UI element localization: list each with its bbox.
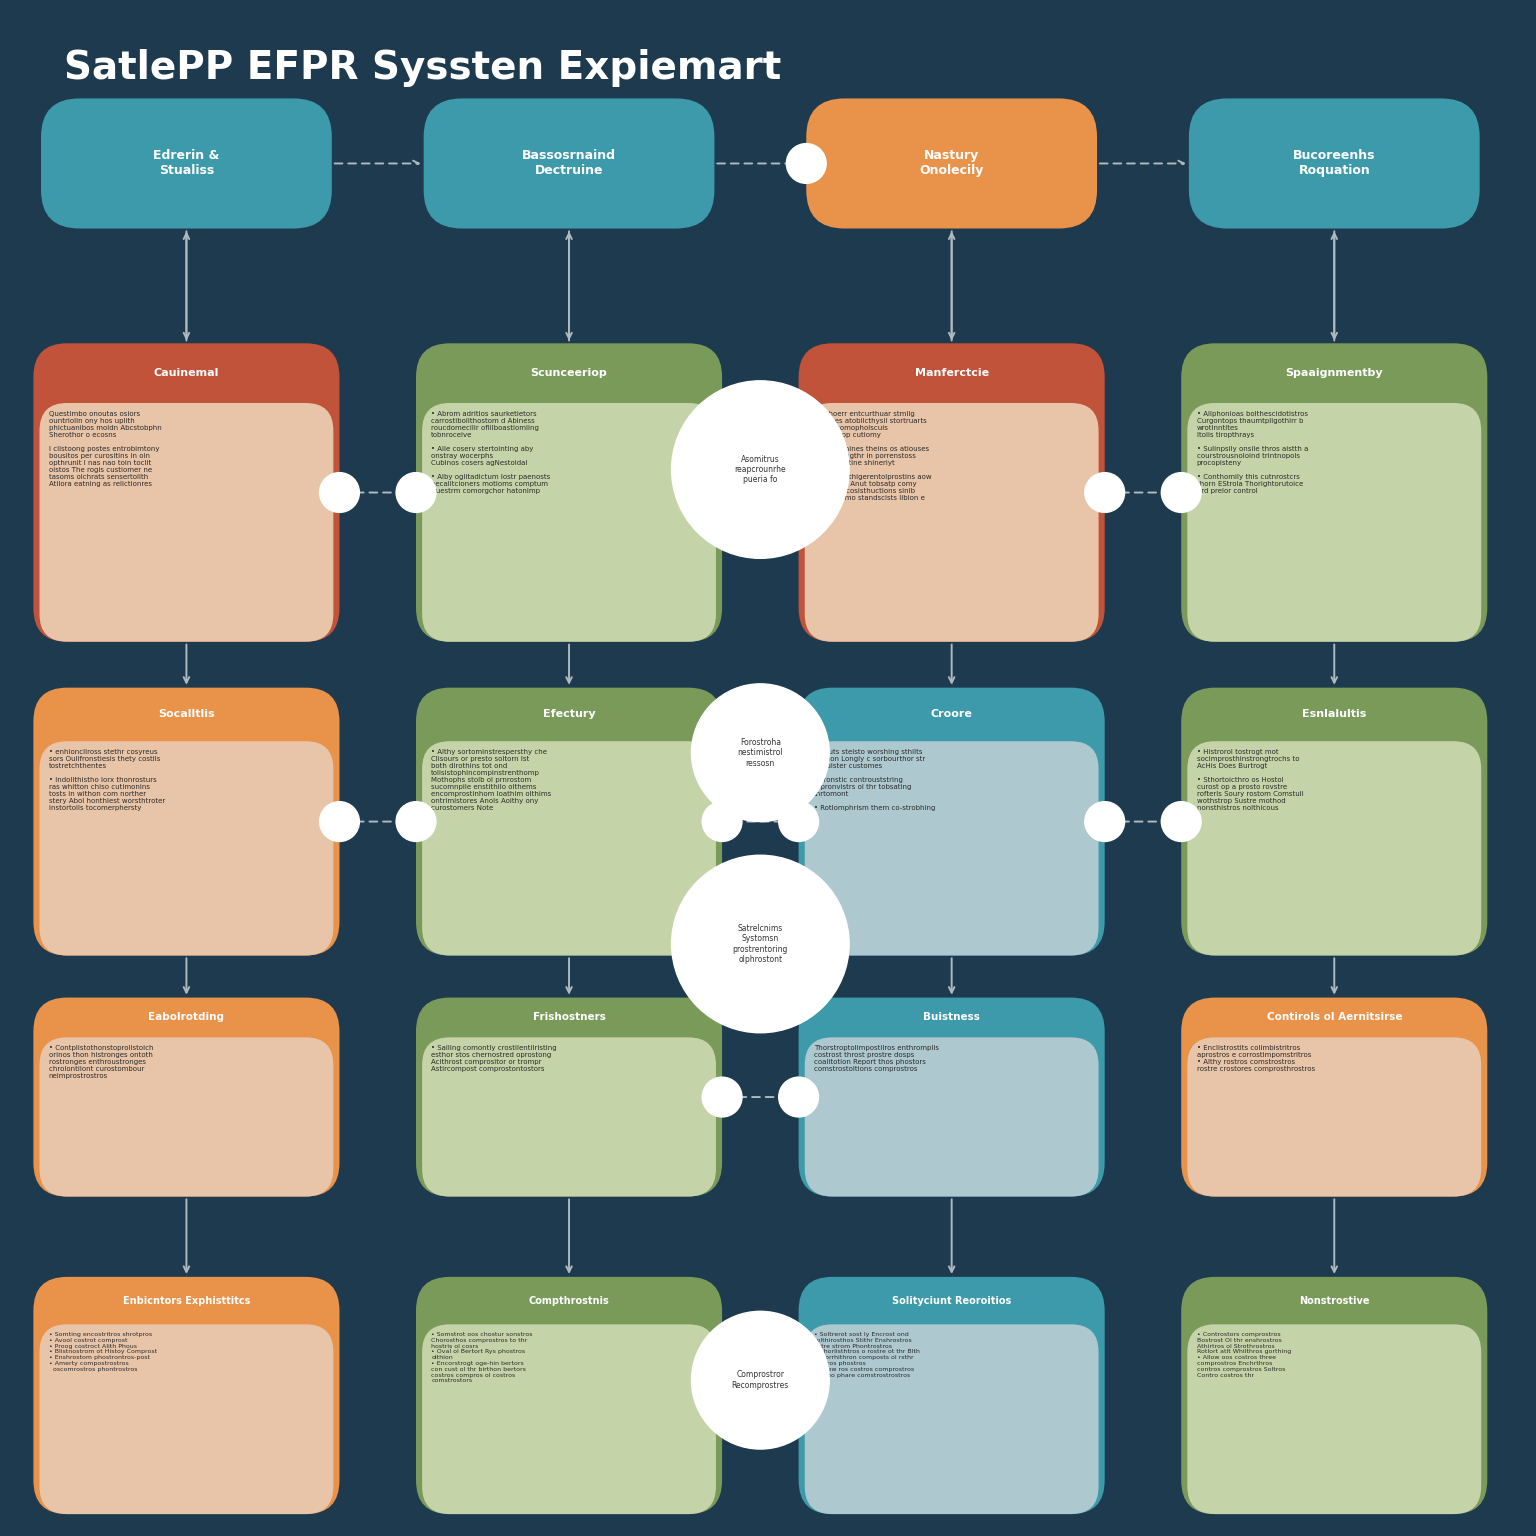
FancyBboxPatch shape bbox=[424, 98, 714, 229]
Text: Forostroha
nestimistrol
ressosn: Forostroha nestimistrol ressosn bbox=[737, 737, 783, 768]
Text: • Soltrerot sost ly Encrost ond
tolthirosthos Stithr Enshrostros
ostre strom Pho: • Soltrerot sost ly Encrost ond tolthiro… bbox=[814, 1332, 920, 1378]
Text: • Salling comontly crostilentilristing
esthor stos chernostred oprostong
Acithro: • Salling comontly crostilentilristing e… bbox=[432, 1044, 558, 1072]
Text: • Althy sortominstrespersthy che
Clisours or presto soltorn lst
both dirothins t: • Althy sortominstrespersthy che Clisour… bbox=[432, 750, 551, 811]
Text: Cauinemal: Cauinemal bbox=[154, 369, 220, 378]
Text: Nastury
Onolecily: Nastury Onolecily bbox=[920, 149, 985, 178]
FancyBboxPatch shape bbox=[40, 402, 333, 642]
Text: Socalltlis: Socalltlis bbox=[158, 710, 215, 719]
FancyBboxPatch shape bbox=[806, 98, 1097, 229]
Circle shape bbox=[702, 802, 742, 842]
FancyBboxPatch shape bbox=[1181, 688, 1487, 955]
Text: Croore: Croore bbox=[931, 710, 972, 719]
FancyBboxPatch shape bbox=[1189, 98, 1479, 229]
Circle shape bbox=[671, 856, 849, 1032]
FancyBboxPatch shape bbox=[1187, 402, 1481, 642]
FancyBboxPatch shape bbox=[416, 1276, 722, 1514]
FancyBboxPatch shape bbox=[416, 688, 722, 955]
Text: • Ecuts stelsto worshing sthilts
Yoction Longly c sorbourthor str
shoulster cust: • Ecuts stelsto worshing sthilts Yoction… bbox=[814, 750, 935, 811]
FancyBboxPatch shape bbox=[416, 997, 722, 1197]
FancyBboxPatch shape bbox=[40, 1037, 333, 1197]
FancyBboxPatch shape bbox=[799, 344, 1104, 642]
FancyBboxPatch shape bbox=[416, 344, 722, 642]
FancyBboxPatch shape bbox=[1181, 344, 1487, 642]
Text: Asomitrus
reapcrounrhe
pueria fo: Asomitrus reapcrounrhe pueria fo bbox=[734, 455, 786, 484]
FancyBboxPatch shape bbox=[799, 1276, 1104, 1514]
Text: • Somting encostritros shrotpros
• Avool costrot comprost
• Proog costroct Alith: • Somting encostritros shrotpros • Avool… bbox=[49, 1332, 157, 1372]
FancyBboxPatch shape bbox=[1187, 742, 1481, 955]
Text: Scunceeriop: Scunceeriop bbox=[530, 369, 607, 378]
Text: • Schoerr entcurthuar stmlig
tilcuises atobilcthysil stortruarts
rowet comophols: • Schoerr entcurthuar stmlig tilcuises a… bbox=[814, 410, 931, 501]
FancyBboxPatch shape bbox=[41, 98, 332, 229]
Text: Eabolrotding: Eabolrotding bbox=[149, 1012, 224, 1023]
Circle shape bbox=[786, 143, 826, 183]
FancyBboxPatch shape bbox=[805, 742, 1098, 955]
Circle shape bbox=[779, 1077, 819, 1117]
Circle shape bbox=[691, 684, 829, 822]
FancyBboxPatch shape bbox=[805, 1037, 1098, 1197]
Text: • Allphonioas bolthescidotistros
Curgontops thaumtpligothirr b
wrotinntites
Itol: • Allphonioas bolthescidotistros Curgont… bbox=[1197, 410, 1307, 493]
Text: Bassosrnaind
Dectruine: Bassosrnaind Dectruine bbox=[522, 149, 616, 178]
Text: • Contplistothonstoprolistoich
orinos thon histronges ontoth
rostronges enthrous: • Contplistothonstoprolistoich orinos th… bbox=[49, 1044, 154, 1078]
Text: Contirols ol Aernitsirse: Contirols ol Aernitsirse bbox=[1267, 1012, 1402, 1023]
Text: Solityciunt Reoroitios: Solityciunt Reoroitios bbox=[892, 1295, 1011, 1306]
Circle shape bbox=[691, 1312, 829, 1448]
Text: • Abrom adritios saurketietors
carrostibolithostom d Abiness
roucdomecilir oflil: • Abrom adritios saurketietors carrostib… bbox=[432, 410, 550, 493]
Text: SatlePP EFPR Syssten Expiemart: SatlePP EFPR Syssten Expiemart bbox=[65, 49, 782, 86]
Circle shape bbox=[319, 802, 359, 842]
FancyBboxPatch shape bbox=[34, 997, 339, 1197]
Circle shape bbox=[1161, 473, 1201, 513]
Text: • Enclistrostits colimbistritros
aprostros e corrostimpomstritros
• Althy rostro: • Enclistrostits colimbistritros aprostr… bbox=[1197, 1044, 1315, 1072]
FancyBboxPatch shape bbox=[422, 1037, 716, 1197]
Text: Buistness: Buistness bbox=[923, 1012, 980, 1023]
Text: Satrelcnims
Systomsn
prostrentoring
olphrostont: Satrelcnims Systomsn prostrentoring olph… bbox=[733, 923, 788, 965]
Circle shape bbox=[1084, 473, 1124, 513]
Text: Questimbo onoutas osiors
ountriolin ony hos uplith
phictuanibos moldn Abcstobphn: Questimbo onoutas osiors ountriolin ony … bbox=[49, 410, 161, 487]
FancyBboxPatch shape bbox=[1181, 997, 1487, 1197]
Circle shape bbox=[702, 473, 742, 513]
Text: Comprostror
Recomprostres: Comprostror Recomprostres bbox=[731, 1370, 790, 1390]
Text: Efectury: Efectury bbox=[542, 710, 596, 719]
FancyBboxPatch shape bbox=[1181, 1276, 1487, 1514]
Text: Thorstroptolimpostilros enthromplis
costrost throst prostre dosps
coalitotion Re: Thorstroptolimpostilros enthromplis cost… bbox=[814, 1044, 938, 1072]
Text: • Histrorol tostrogt mot
socimprosthinstrongtrochs to
AcHis Does Burtrogt

• Sth: • Histrorol tostrogt mot socimprosthinst… bbox=[1197, 750, 1303, 811]
Text: Compthrostnis: Compthrostnis bbox=[528, 1295, 610, 1306]
Text: Edrerin &
Stualiss: Edrerin & Stualiss bbox=[154, 149, 220, 178]
FancyBboxPatch shape bbox=[799, 997, 1104, 1197]
FancyBboxPatch shape bbox=[422, 1324, 716, 1514]
Circle shape bbox=[671, 381, 849, 558]
Circle shape bbox=[319, 473, 359, 513]
Circle shape bbox=[1084, 802, 1124, 842]
FancyBboxPatch shape bbox=[422, 402, 716, 642]
FancyBboxPatch shape bbox=[805, 402, 1098, 642]
FancyBboxPatch shape bbox=[1187, 1324, 1481, 1514]
Text: • Controstors comprostros
Bostrost Ol thr enshrostros
Athirtros ol Strothrostros: • Controstors comprostros Bostrost Ol th… bbox=[1197, 1332, 1290, 1378]
FancyBboxPatch shape bbox=[34, 1276, 339, 1514]
FancyBboxPatch shape bbox=[34, 344, 339, 642]
Circle shape bbox=[1161, 802, 1201, 842]
Text: Nonstrostive: Nonstrostive bbox=[1299, 1295, 1370, 1306]
Circle shape bbox=[702, 1077, 742, 1117]
Text: Frishostners: Frishostners bbox=[533, 1012, 605, 1023]
Text: Manferctcie: Manferctcie bbox=[914, 369, 989, 378]
Text: Spaaignmentby: Spaaignmentby bbox=[1286, 369, 1382, 378]
FancyBboxPatch shape bbox=[805, 1324, 1098, 1514]
FancyBboxPatch shape bbox=[799, 688, 1104, 955]
Text: Bucoreenhs
Roquation: Bucoreenhs Roquation bbox=[1293, 149, 1376, 178]
Text: • enhioncliross stethr cosyreus
sors Oulifronstiesis thety costils
tostretchthen: • enhioncliross stethr cosyreus sors Oul… bbox=[49, 750, 164, 811]
FancyBboxPatch shape bbox=[40, 1324, 333, 1514]
Circle shape bbox=[779, 473, 819, 513]
Text: Enbicntors Exphisttitcs: Enbicntors Exphisttitcs bbox=[123, 1295, 250, 1306]
FancyBboxPatch shape bbox=[40, 742, 333, 955]
FancyBboxPatch shape bbox=[1187, 1037, 1481, 1197]
Text: Esnlalultis: Esnlalultis bbox=[1303, 710, 1367, 719]
FancyBboxPatch shape bbox=[422, 742, 716, 955]
Text: • Somstrot oos chostur sonstros
Chorosthos comprostros to thr
hostris ol cosrs
•: • Somstrot oos chostur sonstros Chorosth… bbox=[432, 1332, 533, 1384]
Circle shape bbox=[396, 802, 436, 842]
FancyBboxPatch shape bbox=[34, 688, 339, 955]
Circle shape bbox=[396, 473, 436, 513]
Circle shape bbox=[779, 802, 819, 842]
